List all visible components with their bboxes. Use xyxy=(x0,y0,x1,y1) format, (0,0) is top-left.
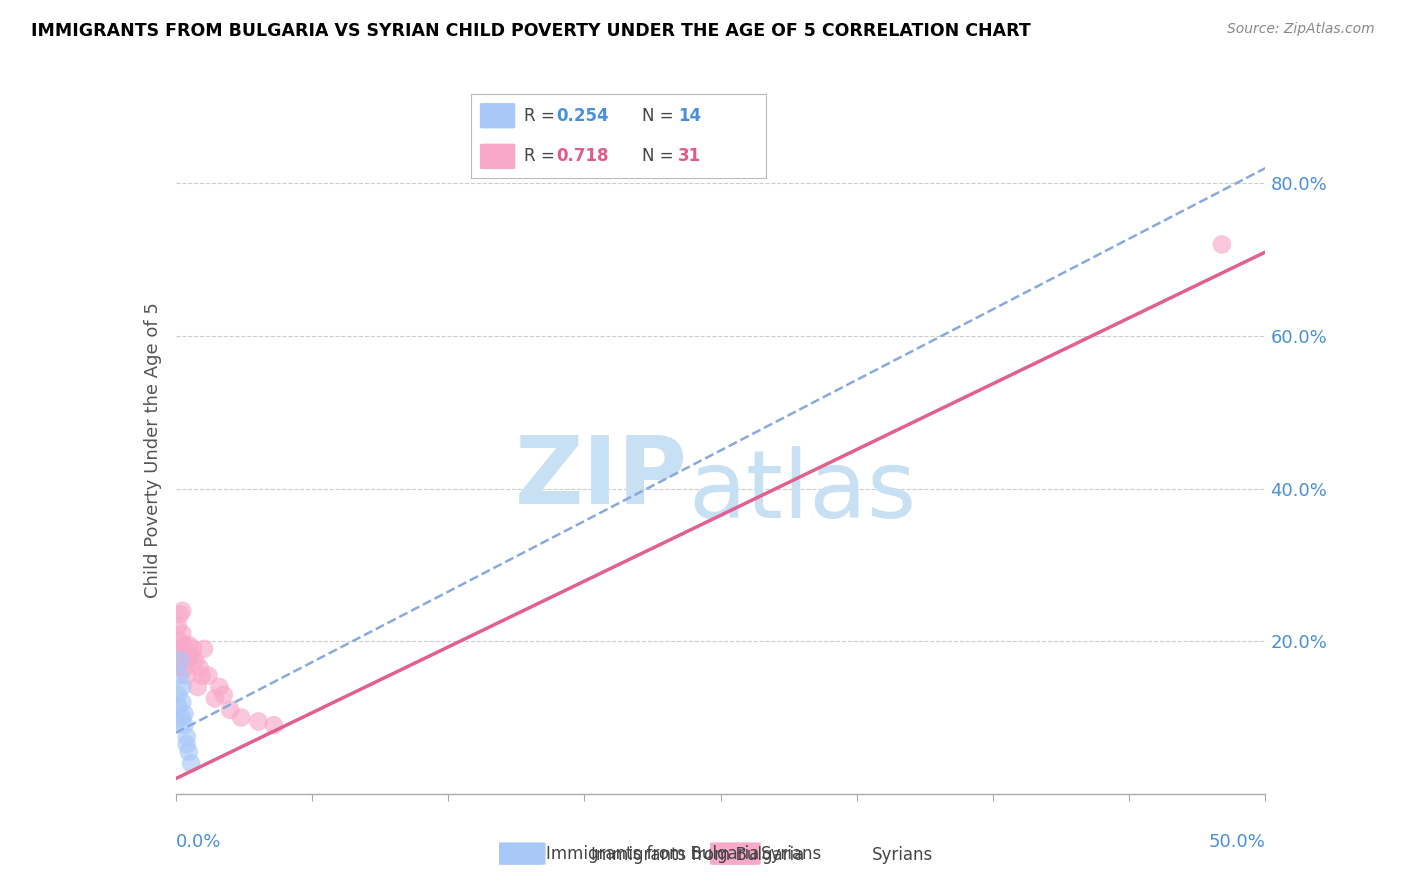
Text: Source: ZipAtlas.com: Source: ZipAtlas.com xyxy=(1227,22,1375,37)
Point xyxy=(263,718,285,732)
Point xyxy=(181,641,204,656)
Point xyxy=(1211,237,1233,252)
Point xyxy=(169,607,191,622)
Point xyxy=(167,699,190,714)
Text: IMMIGRANTS FROM BULGARIA VS SYRIAN CHILD POVERTY UNDER THE AGE OF 5 CORRELATION : IMMIGRANTS FROM BULGARIA VS SYRIAN CHILD… xyxy=(31,22,1031,40)
Point xyxy=(176,668,198,682)
Point xyxy=(173,661,195,675)
Text: 0.0%: 0.0% xyxy=(176,833,221,851)
Point xyxy=(177,638,200,652)
Point xyxy=(180,756,202,771)
Point xyxy=(169,668,191,682)
Point xyxy=(191,668,214,682)
Point xyxy=(197,668,219,682)
Point xyxy=(208,680,231,694)
Point xyxy=(172,604,194,618)
Point xyxy=(219,703,242,717)
Point xyxy=(176,653,198,667)
Point xyxy=(166,661,188,675)
Text: N =: N = xyxy=(643,107,679,125)
Point xyxy=(167,619,190,633)
Text: Syrians: Syrians xyxy=(761,845,823,863)
Point xyxy=(172,710,194,724)
Point xyxy=(176,737,198,751)
Point xyxy=(176,730,198,744)
Point xyxy=(173,718,195,732)
Text: 14: 14 xyxy=(678,107,700,125)
Point xyxy=(172,695,194,709)
Point xyxy=(212,688,235,702)
Text: atlas: atlas xyxy=(688,446,917,538)
FancyBboxPatch shape xyxy=(479,103,516,128)
Point xyxy=(167,688,190,702)
Point xyxy=(169,653,191,667)
Point xyxy=(173,638,195,652)
Text: N =: N = xyxy=(643,147,679,165)
Text: ZIP: ZIP xyxy=(515,432,688,524)
Text: 0.254: 0.254 xyxy=(557,107,609,125)
Point xyxy=(173,706,195,721)
Text: Immigrants from Bulgaria: Immigrants from Bulgaria xyxy=(546,845,759,863)
Point xyxy=(169,653,191,667)
Text: 50.0%: 50.0% xyxy=(1209,833,1265,851)
Point xyxy=(167,641,190,656)
Point xyxy=(231,710,253,724)
FancyBboxPatch shape xyxy=(710,842,761,865)
Text: R =: R = xyxy=(524,107,560,125)
Point xyxy=(180,649,202,664)
Point xyxy=(247,714,270,729)
Point xyxy=(172,680,194,694)
Point xyxy=(177,745,200,759)
Point xyxy=(188,661,211,675)
Text: Syrians: Syrians xyxy=(872,846,934,863)
Point xyxy=(172,646,194,660)
Point xyxy=(193,641,215,656)
Y-axis label: Child Poverty Under the Age of 5: Child Poverty Under the Age of 5 xyxy=(143,302,162,599)
Point xyxy=(166,714,188,729)
Point xyxy=(177,649,200,664)
Point xyxy=(184,653,207,667)
Point xyxy=(169,634,191,648)
Text: R =: R = xyxy=(524,147,560,165)
Point xyxy=(204,691,226,706)
FancyBboxPatch shape xyxy=(495,842,546,865)
FancyBboxPatch shape xyxy=(479,144,516,169)
Point xyxy=(186,680,209,694)
Text: Immigrants from Bulgaria: Immigrants from Bulgaria xyxy=(591,846,804,863)
Point xyxy=(172,626,194,640)
Text: 31: 31 xyxy=(678,147,700,165)
Text: 0.718: 0.718 xyxy=(557,147,609,165)
